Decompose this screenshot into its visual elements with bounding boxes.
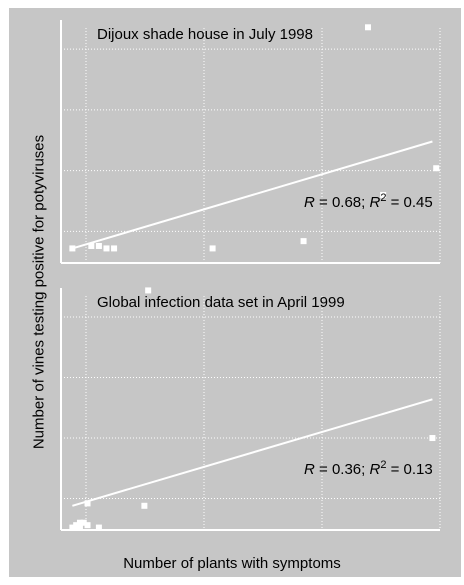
data-point: [141, 502, 148, 509]
r-value: = 0.68;: [319, 194, 370, 211]
data-point: [95, 524, 102, 531]
data-point: [380, 191, 387, 198]
data-point: [95, 242, 102, 249]
trend-line: [72, 398, 433, 507]
top-panel-title: Dijoux shade house in July 1998: [97, 26, 313, 43]
top-panel-stat: R = 0.68; R2 = 0.45: [304, 192, 433, 211]
data-point: [69, 245, 76, 252]
data-point: [73, 522, 80, 529]
r2-symbol: R: [369, 194, 381, 211]
y-axis-label: Number of vines testing positive for pot…: [30, 134, 48, 450]
data-point: [429, 435, 436, 442]
r2-value: = 0.13: [390, 461, 433, 478]
r2-value: = 0.45: [390, 194, 433, 211]
r2-superscript: 2: [380, 459, 387, 471]
bottom-panel-stat: R = 0.36; R2 = 0.13: [304, 459, 433, 478]
figure-background: [9, 8, 461, 577]
data-point: [88, 242, 95, 249]
data-point: [69, 524, 76, 531]
r2-superscript: 2: [380, 192, 387, 204]
data-point: [76, 524, 83, 531]
data-point: [76, 519, 83, 526]
x-axis-label: Number of plants with symptoms: [123, 555, 341, 572]
r-symbol: R: [304, 461, 315, 478]
data-point: [364, 24, 371, 31]
data-point: [80, 519, 87, 526]
data-point: [300, 238, 307, 245]
data-point: [103, 245, 110, 252]
data-point: [433, 165, 440, 172]
data-point: [111, 245, 118, 252]
r-value: = 0.36;: [319, 461, 370, 478]
data-point: [84, 500, 91, 507]
r2-symbol: R: [369, 461, 381, 478]
r-symbol: R: [304, 194, 315, 211]
bottom-panel-title: Global infection data set in April 1999: [97, 294, 345, 311]
data-point: [84, 522, 91, 529]
data-point: [209, 245, 216, 252]
trend-line: [72, 140, 433, 250]
data-point: [145, 287, 152, 294]
